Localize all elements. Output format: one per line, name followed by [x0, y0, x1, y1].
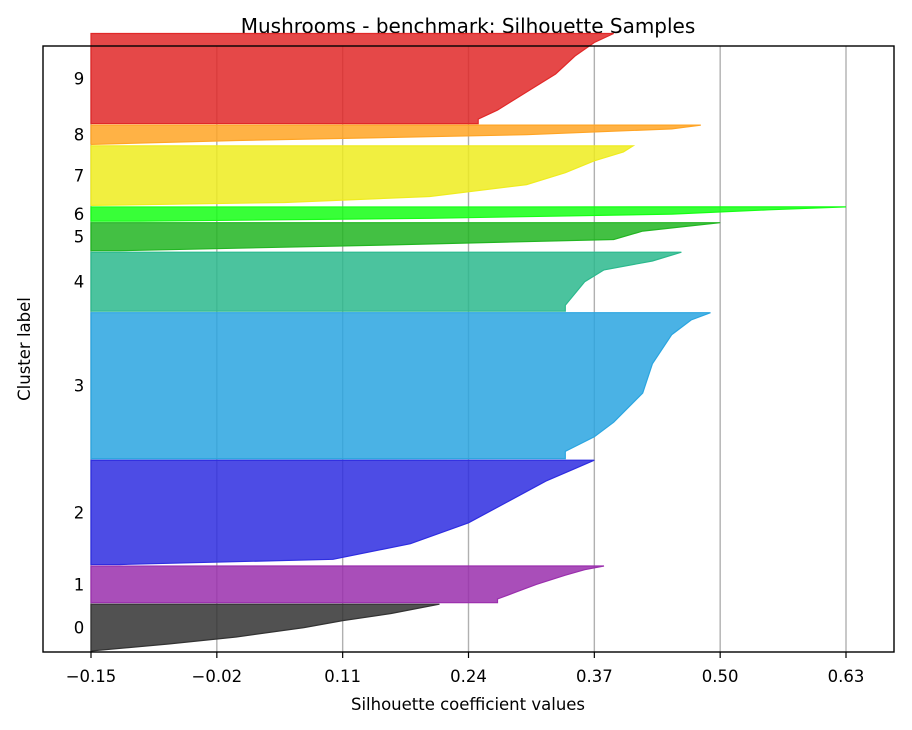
cluster-label-0: 0 [74, 619, 85, 638]
cluster-label-1: 1 [74, 575, 85, 594]
x-tick-label: 0.11 [324, 667, 361, 686]
cluster-6-silhouette [90, 206, 847, 222]
cluster-2-silhouette [90, 459, 595, 566]
cluster-3-silhouette [90, 312, 711, 460]
cluster-5-silhouette [90, 222, 721, 252]
cluster-8-silhouette [90, 124, 701, 145]
cluster-label-7: 7 [74, 167, 85, 186]
cluster-label-2: 2 [74, 503, 85, 522]
x-tick-label: −0.15 [66, 667, 117, 686]
x-tick-label: 0.63 [828, 667, 865, 686]
cluster-label-6: 6 [74, 205, 85, 224]
cluster-silhouettes [90, 32, 847, 652]
cluster-9-silhouette [90, 32, 614, 125]
cluster-label-9: 9 [74, 70, 85, 89]
cluster-label-5: 5 [74, 228, 85, 247]
cluster-labels: 0 1 2 3 4 5 6 7 8 9 [74, 70, 85, 638]
x-axis-ticks: −0.15 −0.02 0.11 0.24 0.37 0.50 0.63 [66, 652, 865, 686]
cluster-0-silhouette [90, 603, 440, 652]
x-tick-label: 0.24 [450, 667, 487, 686]
cluster-4-silhouette [90, 251, 682, 312]
cluster-label-3: 3 [74, 377, 85, 396]
x-axis-label: Silhouette coefficient values [351, 695, 585, 714]
x-tick-label: 0.50 [702, 667, 739, 686]
cluster-label-4: 4 [74, 273, 85, 292]
x-tick-label: −0.02 [192, 667, 243, 686]
cluster-label-8: 8 [74, 126, 85, 145]
y-axis-label: Cluster label [15, 297, 34, 401]
cluster-1-silhouette [90, 565, 605, 604]
cluster-7-silhouette [90, 145, 636, 206]
x-tick-label: 0.37 [576, 667, 613, 686]
